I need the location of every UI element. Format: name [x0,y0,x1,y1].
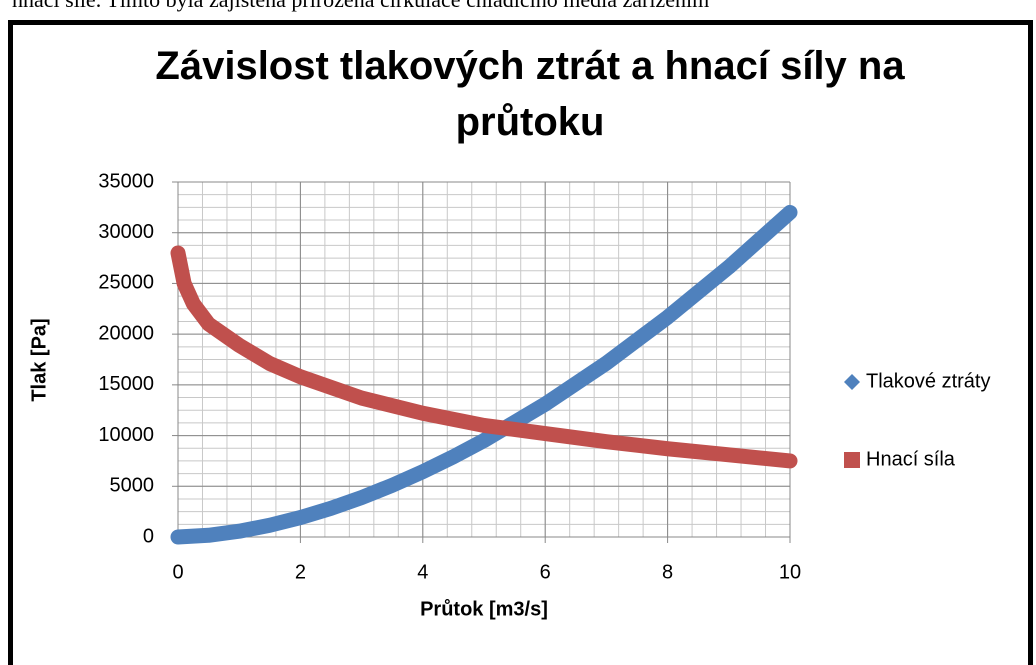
y-axis-title: Tlak [Pa] [28,318,50,401]
y-tick-label: 15000 [98,373,154,395]
x-tick-label: 4 [417,561,428,583]
series-line [170,204,798,545]
x-tick-label: 10 [779,561,801,583]
y-tick-label: 20000 [98,322,154,344]
y-tick-label: 0 [143,525,154,547]
document-text: hnací síle. Tímto byla zajištěna přiroze… [12,0,709,13]
legend-label: Hnací síla [866,448,956,470]
legend-label: Tlakové ztráty [866,370,990,392]
y-tick-label: 10000 [98,424,154,446]
series-line [170,245,798,469]
chart-frame [8,20,1033,665]
y-tick-label: 25000 [98,272,154,294]
x-tick-label: 0 [172,561,183,583]
x-tick-label: 8 [662,561,673,583]
legend-marker [844,374,860,390]
x-axis-title: Průtok [m3/s] [420,598,548,620]
chart-title: Závislost tlakových ztrát a hnací síly n… [155,44,905,144]
y-tick-label: 30000 [98,221,154,243]
y-tick-label: 35000 [98,170,154,192]
x-tick-label: 6 [540,561,551,583]
y-tick-label: 5000 [110,475,155,497]
legend-marker [844,452,860,468]
x-tick-label: 2 [295,561,306,583]
